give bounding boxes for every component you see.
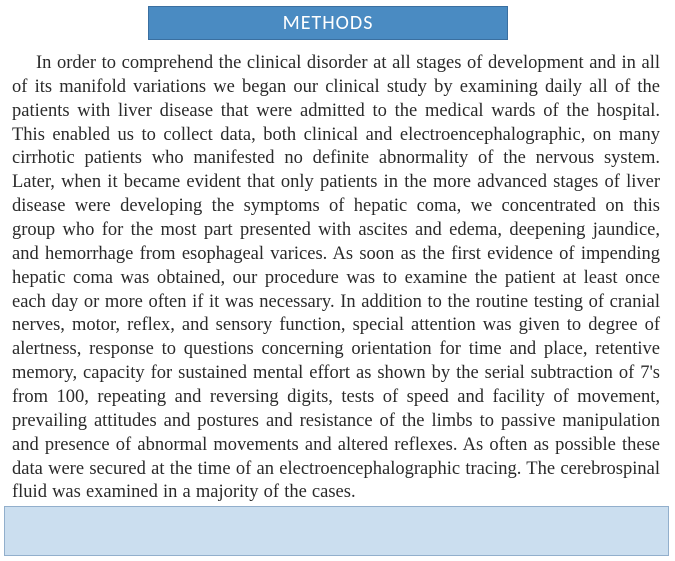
methods-header-label: METHODS [283, 11, 374, 35]
methods-body-text: In order to comprehend the clinical diso… [12, 52, 660, 505]
methods-paragraph: In order to comprehend the clinical diso… [12, 52, 660, 505]
text-highlight-selection [4, 506, 669, 556]
methods-header-banner: METHODS [148, 6, 508, 40]
